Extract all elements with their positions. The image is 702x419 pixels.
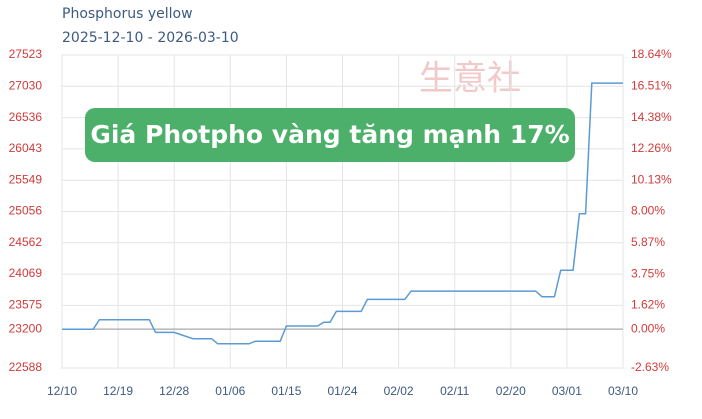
y-tick-label: 27030: [9, 78, 43, 92]
x-tick-label: 02/20: [496, 384, 526, 398]
y2-tick-label: 12.26%: [631, 141, 672, 155]
y2-tick-label: 14.38%: [631, 110, 672, 124]
y-tick-label: 27523: [9, 47, 43, 61]
y-tick-label: 24069: [9, 266, 43, 280]
x-tick-label: 12/28: [159, 384, 189, 398]
x-tick-label: 02/11: [440, 384, 469, 398]
watermark: 生意社: [419, 59, 521, 99]
y-tick-label: 24562: [9, 235, 43, 249]
y2-tick-label: 0.00%: [631, 321, 665, 335]
chart-subtitle: 2025-12-10 - 2026-03-10: [62, 30, 239, 46]
y2-tick-label: 10.13%: [631, 172, 672, 186]
annotation: Giá Photpho vàng tăng mạnh 17%: [90, 120, 569, 149]
y-tick-label: 23575: [9, 298, 43, 312]
x-tick-label: 01/24: [327, 384, 357, 398]
line-series: [62, 82, 623, 345]
y2-tick-label: -2.63%: [631, 360, 669, 374]
y2-tick-label: 5.87%: [631, 235, 665, 249]
x-tick-label: 02/02: [384, 384, 414, 398]
x-tick-label: 12/10: [47, 384, 77, 398]
x-tick-label: 03/01: [552, 384, 582, 398]
y-tick-label: 26536: [9, 110, 43, 124]
y2-tick-label: 18.64%: [631, 47, 672, 61]
y-tick-label: 25056: [9, 204, 43, 218]
y2-tick-label: 16.51%: [631, 79, 672, 93]
x-tick-label: 12/19: [103, 384, 133, 398]
y-tick-label: 25549: [9, 172, 43, 186]
y-tick-label: 23200: [9, 321, 43, 335]
y2-tick-label: 8.00%: [631, 204, 665, 218]
y-tick-label: 26043: [9, 141, 43, 155]
x-tick-label: 03/10: [608, 384, 638, 398]
y2-tick-label: 3.75%: [631, 266, 665, 280]
y-tick-label: 22588: [9, 360, 43, 374]
annotation-box: [85, 108, 575, 162]
chart-title: Phosphorus yellow: [62, 6, 193, 22]
x-tick-label: 01/06: [215, 384, 245, 398]
x-tick-label: 01/15: [271, 384, 301, 398]
y2-tick-label: 1.62%: [631, 298, 665, 312]
